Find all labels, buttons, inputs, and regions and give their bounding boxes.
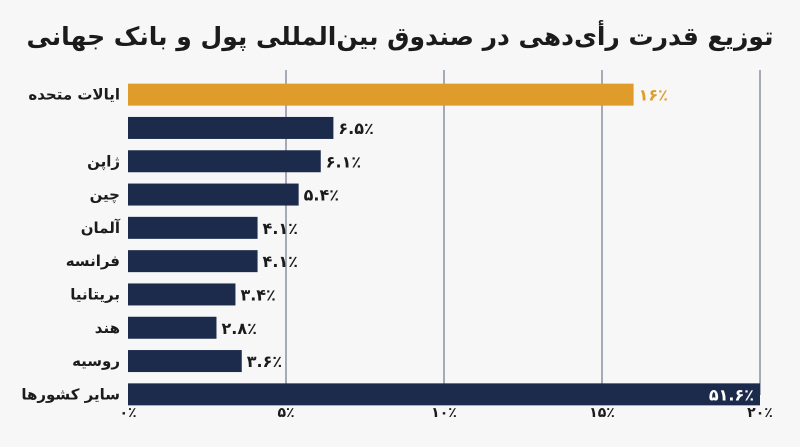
category-label: آلمان xyxy=(81,219,121,237)
x-tick-label: ۵٪ xyxy=(277,405,294,421)
bar xyxy=(128,116,334,139)
chart-title: توزیع قدرت رأی‌دهی در صندوق بین‌المللی پ… xyxy=(26,22,774,51)
bar xyxy=(128,150,321,173)
x-tick-label: ۱۵٪ xyxy=(589,405,615,421)
bar xyxy=(128,83,634,106)
x-tick-label: ۱۰٪ xyxy=(431,405,457,421)
bar xyxy=(128,383,760,406)
category-label: چین xyxy=(90,186,120,205)
value-label: ۴.۱٪ xyxy=(263,219,298,238)
bar xyxy=(128,250,258,273)
bar xyxy=(128,316,217,339)
value-label: ۶.۱٪ xyxy=(326,152,361,171)
value-label: ۲.۸٪ xyxy=(221,319,256,338)
value-label: ۵۱.۶٪ xyxy=(709,385,754,404)
bar xyxy=(128,216,258,239)
bars xyxy=(128,83,760,406)
x-tick-label: ۲۰٪ xyxy=(747,405,773,421)
category-label: ایالات متحده xyxy=(28,86,120,104)
category-label: روسیه xyxy=(72,352,120,370)
bar xyxy=(128,283,236,306)
x-tick-label: ۰٪ xyxy=(119,405,136,421)
value-label: ۵.۴٪ xyxy=(304,186,339,205)
value-label: ۶.۵٪ xyxy=(338,119,373,138)
bar xyxy=(128,183,299,206)
bar xyxy=(128,350,242,373)
x-axis: ۰٪ ۵٪ ۱۰٪ ۱۵٪ ۲۰٪ xyxy=(119,405,772,421)
labels: ۱۶٪ ایالات متحده ۶.۵٪ ۶.۱٪ ژاپن ۵.۴٪ چین ۴.۱٪ آل… xyxy=(21,86,754,405)
value-label: ۴.۱٪ xyxy=(263,252,298,271)
category-label: ژاپن xyxy=(87,152,120,171)
value-label: ۳.۴٪ xyxy=(240,285,275,304)
category-label: فرانسه xyxy=(66,252,120,270)
category-label: بریتانیا xyxy=(70,285,120,303)
value-label: ۳.۶٪ xyxy=(247,352,282,371)
category-label: هند xyxy=(95,319,120,337)
category-label: سایر کشورها xyxy=(21,385,120,403)
value-label: ۱۶٪ xyxy=(639,86,668,105)
